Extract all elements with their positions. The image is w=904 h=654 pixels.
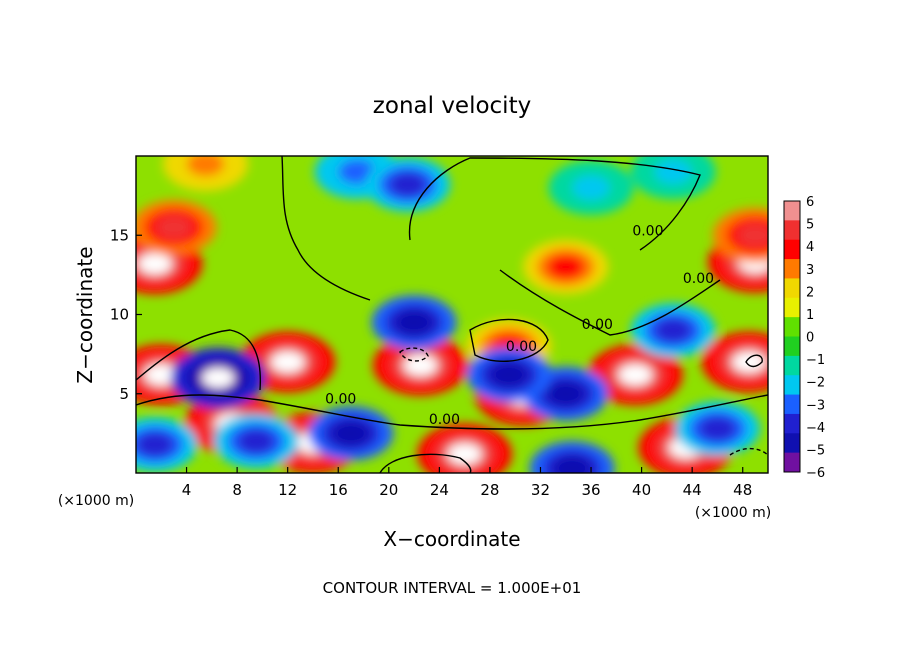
contour-label-3: 0.00 xyxy=(506,339,537,355)
field-core-23 xyxy=(237,429,275,454)
colorbar-label-5: 1 xyxy=(806,308,814,323)
colorbar-segment-9 xyxy=(784,375,800,396)
colorbar-segment-8 xyxy=(784,355,800,376)
zero-contour-left xyxy=(136,329,262,391)
contour-label-2: 0.00 xyxy=(582,317,613,333)
x-tick-label-2: 12 xyxy=(278,481,297,499)
colorbar-label-4: 2 xyxy=(806,285,814,300)
field-saturated-7 xyxy=(619,364,652,385)
zero-contour-middle xyxy=(499,269,721,336)
colorbar-segment-2 xyxy=(784,239,800,260)
contour-labels: 0.00 0.00 0.00 0.00 0.00 0.00 xyxy=(325,223,714,428)
colorbar-label-10: −4 xyxy=(806,421,825,436)
field-saturated-0 xyxy=(139,253,171,274)
field-core-13 xyxy=(547,254,585,280)
field-saturated-10 xyxy=(448,444,481,464)
small-contour-right xyxy=(745,354,763,368)
x-axis: 4 8 12 16 20 24 28 32 36 40 44 48 xyxy=(182,467,752,499)
colorbar-label-12: −6 xyxy=(806,466,825,481)
field-core-29 xyxy=(572,175,610,200)
field-core-15 xyxy=(186,156,225,177)
field-core-25 xyxy=(698,416,737,441)
x-tick-label-10: 44 xyxy=(683,481,702,499)
x-unit-right: (×1000 m) xyxy=(695,505,771,521)
field-saturated-8 xyxy=(733,352,765,372)
x-tick-label-5: 24 xyxy=(430,481,449,499)
colorbar-label-8: −2 xyxy=(806,376,825,391)
colorbar-label-11: −5 xyxy=(806,443,825,458)
zero-contour-island xyxy=(469,318,549,362)
x-tick-label-1: 8 xyxy=(232,481,242,499)
colorbar-label-7: −1 xyxy=(806,353,825,368)
field-core-21 xyxy=(490,362,528,387)
colorbar-label-1: 5 xyxy=(806,218,814,233)
x-tick-label-0: 4 xyxy=(182,481,192,499)
colorbar-label-9: −3 xyxy=(806,398,825,413)
colorbar-label-0: 6 xyxy=(806,195,814,210)
field-core-24 xyxy=(136,432,174,457)
field-core-14 xyxy=(736,223,768,248)
y-tick-label-0: 5 xyxy=(119,385,129,403)
colorbar-segment-6 xyxy=(784,317,800,337)
x-tick-label-4: 20 xyxy=(379,481,398,499)
colorbar-segment-10 xyxy=(784,394,800,415)
colorbar-label-2: 4 xyxy=(806,240,814,255)
colorbar-segment-7 xyxy=(784,336,800,357)
x-axis-label: X−coordinate xyxy=(383,527,520,551)
y-axis: 5 10 15 xyxy=(110,226,142,403)
field-core-12 xyxy=(155,215,193,240)
field-core-30 xyxy=(654,159,692,185)
velocity-field xyxy=(136,156,768,473)
colorbar: 6 5 4 3 2 1 0 −1 −2 −3 −4 −5 −6 xyxy=(783,195,825,481)
plot-area: 0.00 0.00 0.00 0.00 0.00 0.00 xyxy=(136,156,768,473)
y-tick-label-1: 10 xyxy=(110,306,129,324)
contour-label-0: 0.00 xyxy=(632,223,663,239)
dashed-contour-b xyxy=(729,447,768,456)
contour-label-1: 0.00 xyxy=(683,271,714,287)
field-core-22 xyxy=(654,318,692,343)
colorbar-label-6: 0 xyxy=(806,331,814,346)
contour-bottom xyxy=(379,453,472,473)
y-tick-label-2: 15 xyxy=(110,226,129,244)
field-core-19 xyxy=(332,421,370,446)
field-core-18 xyxy=(395,310,433,335)
contour-interval-note: CONTOUR INTERVAL = 1.000E+01 xyxy=(323,579,582,597)
colorbar-label-3: 3 xyxy=(806,263,814,278)
colorbar-segment-3 xyxy=(784,259,800,279)
x-tick-label-3: 16 xyxy=(329,481,348,499)
x-tick-label-7: 32 xyxy=(531,481,550,499)
colorbar-segment-0 xyxy=(784,201,800,221)
contour-label-5: 0.00 xyxy=(429,412,460,428)
colorbar-segment-12 xyxy=(784,433,800,454)
x-tick-label-8: 36 xyxy=(581,481,600,499)
y-axis-label: Z−coordinate xyxy=(73,246,97,383)
x-tick-label-6: 28 xyxy=(480,481,499,499)
field-saturated-5 xyxy=(404,355,437,376)
field-saturated-2 xyxy=(271,352,304,372)
field-saturated-17 xyxy=(202,368,235,388)
contour-label-4: 0.00 xyxy=(325,391,356,407)
zero-contour-lower xyxy=(136,394,768,430)
field-core-28 xyxy=(389,172,427,197)
x-tick-label-11: 48 xyxy=(733,481,752,499)
colorbar-segment-1 xyxy=(784,220,800,241)
field-core-20 xyxy=(547,381,585,406)
chart-title: zonal velocity xyxy=(373,93,531,119)
colorbar-frame xyxy=(783,200,801,473)
x-unit-left: (×1000 m) xyxy=(58,493,134,509)
zero-contour-top xyxy=(281,156,371,301)
colorbar-segment-4 xyxy=(784,278,800,299)
contour-lines xyxy=(136,156,768,473)
field-saturated-1 xyxy=(145,364,178,385)
dashed-contour-a xyxy=(399,347,429,362)
colorbar-segment-13 xyxy=(784,452,800,473)
colorbar-segment-5 xyxy=(784,297,800,318)
field-core-26 xyxy=(553,456,591,473)
colorbar-segment-11 xyxy=(784,413,800,434)
zero-contour-upper-right xyxy=(408,157,701,251)
x-tick-label-9: 40 xyxy=(632,481,651,499)
